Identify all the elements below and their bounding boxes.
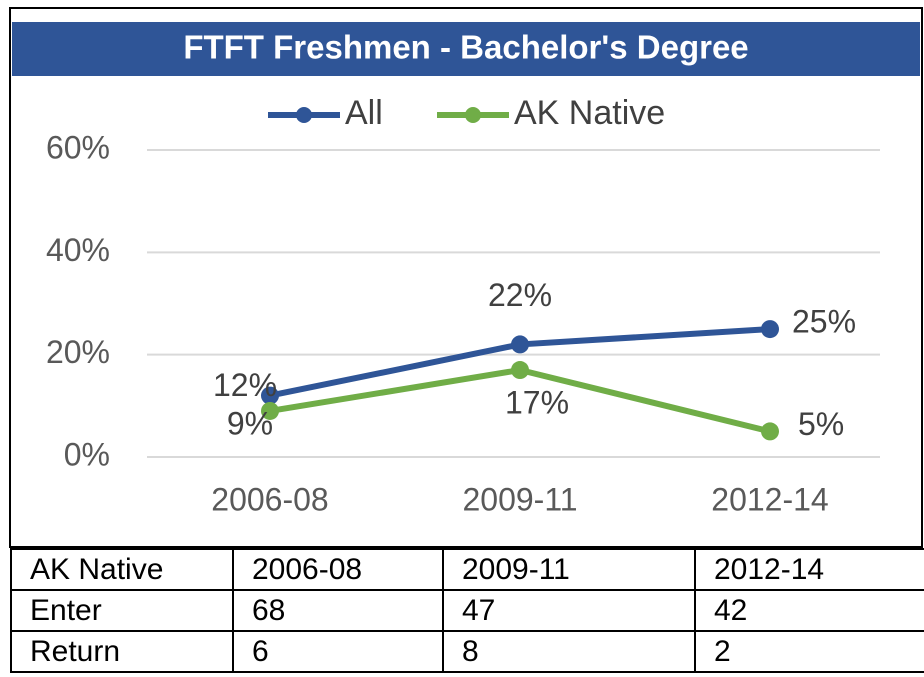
table-cell: Enter — [10, 589, 234, 632]
table-cell: AK Native — [10, 548, 234, 591]
data-point — [761, 422, 779, 441]
table-row: Return 6 8 2 — [10, 630, 924, 673]
chart-border — [9, 7, 923, 548]
chart-title: FTFT Freshmen - Bachelor's Degree — [183, 29, 748, 66]
data-label: 17% — [505, 384, 569, 420]
data-table: AK Native 2006-08 2009-11 2012-14 Enter 68 47 4… — [10, 548, 924, 673]
chart: FTFT Freshmen - Bachelor's Degree 0% 20% 4… — [9, 7, 923, 548]
table-cell: 2012-14 — [694, 548, 924, 591]
legend-label: AK Native — [514, 94, 665, 132]
table-cell: 42 — [694, 589, 924, 632]
table-row: Enter 68 47 42 — [10, 589, 924, 632]
table-cell: 68 — [232, 589, 444, 632]
legend-marker — [296, 107, 312, 123]
data-label: 22% — [488, 277, 552, 313]
data-label: 9% — [227, 405, 273, 441]
title-bar — [12, 22, 920, 76]
y-tick-label: 0% — [64, 436, 110, 472]
table-body: AK Native 2006-08 2009-11 2012-14 Enter 68 47 4… — [10, 548, 924, 673]
data-point — [761, 320, 779, 339]
data-label: 25% — [792, 304, 856, 340]
table-cell: Return — [10, 630, 234, 673]
table-cell: 2 — [694, 630, 924, 673]
y-tick-label: 40% — [46, 232, 110, 268]
table-row: AK Native 2006-08 2009-11 2012-14 — [10, 548, 924, 591]
table-cell: 2006-08 — [232, 548, 444, 591]
table-cell: 2009-11 — [442, 548, 696, 591]
data-point — [261, 401, 279, 420]
x-tick-label: 2009-11 — [462, 481, 577, 517]
data-label: 12% — [213, 367, 277, 403]
legend-label: All — [345, 94, 383, 132]
y-tick-label: 60% — [46, 129, 110, 165]
x-tick-label: 2012-14 — [711, 481, 828, 517]
y-tick-label: 20% — [46, 334, 110, 370]
table-cell: 8 — [442, 630, 696, 673]
data-point — [511, 361, 529, 380]
x-tick-label: 2006-08 — [211, 481, 328, 517]
data-point — [511, 335, 529, 354]
table-cell: 47 — [442, 589, 696, 632]
data-label: 5% — [798, 406, 844, 442]
legend-marker — [465, 107, 481, 123]
table-cell: 6 — [232, 630, 444, 673]
data-point — [261, 386, 279, 405]
